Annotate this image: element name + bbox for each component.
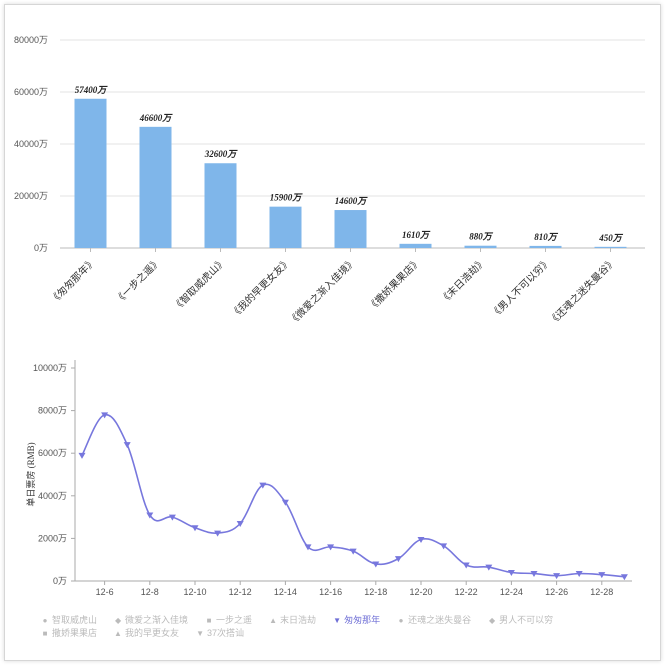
bar-chart: 0万 20000万 40000万 60000万 80000万 57400万《匆匆那年》 46… [14,35,645,328]
legend-marker-icon: ■ [206,616,212,625]
legend-item[interactable]: ■ 撒娇果果店 [38,627,97,640]
legend-label: 我的早更女友 [125,628,180,638]
legend-marker-icon: ◆ [489,616,496,625]
bar-category-label: 《智取威虎山》 [170,255,229,314]
bar-y-tick-label: 60000万 [14,87,48,97]
legend-label: 微爱之渐入佳境 [125,615,189,625]
bar-category-label: 《男人不可以穷》 [488,255,554,321]
bar [139,126,172,248]
legend-marker-icon: ▼ [196,629,204,638]
bar [399,243,432,248]
line-chart-legend: ● 智取威虎山 ◆ 微爱之渐入佳境 ■ 一步之遥 ▲ 末日浩劫 ▼ 匆匆那年 ● 还魂之迷失曼谷 ◆ 男人… [38,614,638,640]
legend-item[interactable]: ■ 一步之遥 [202,614,252,627]
legend-item[interactable]: ● 还魂之迷失曼谷 [394,614,471,627]
legend-label: 末日浩劫 [280,615,317,625]
legend-marker-icon: ■ [42,629,48,638]
bar [594,246,627,248]
legend-marker-icon: ◆ [114,616,122,625]
bar-value-label: 46600万 [139,113,174,123]
bar-value-label: 32600万 [204,149,239,159]
bar [529,245,562,248]
bar-value-label: 15900万 [270,193,304,203]
bar-value-label: 1610万 [402,230,431,240]
bar-y-tick-label: 40000万 [14,139,48,149]
legend-item[interactable]: ▲ 我的早更女友 [111,627,179,640]
bar [204,163,237,248]
bar-value-label: 14600万 [335,196,369,206]
bar [464,245,497,248]
bar-category-label: 《撒娇果果店》 [365,255,424,314]
legend-item[interactable]: ● 智取威虎山 [38,614,97,627]
legend-label: 一步之遥 [216,615,253,625]
legend-label: 匆匆那年 [344,615,381,625]
bar-category-label: 《匆匆那年》 [47,255,99,307]
bar-value-label: 57400万 [75,85,109,95]
bar-category-label: 《末日浩劫》 [437,255,489,307]
bar-value-label: 880万 [469,232,494,242]
bar [269,206,302,248]
legend-label: 还魂之迷失曼谷 [408,615,472,625]
bar-y-tick-label: 80000万 [14,35,48,45]
legend-label: 男人不可以穷 [499,615,554,625]
bar-category-label: 《还魂之迷失曼谷》 [546,255,619,328]
legend-item[interactable]: ◆ 微爱之渐入佳境 [111,614,188,627]
legend-marker-icon: ● [398,616,404,625]
legend-label: 智取威虎山 [52,615,98,625]
bar-value-label: 810万 [534,232,559,242]
bar-category-label: 《我的早更女友》 [228,255,294,321]
legend-label: 撒娇果果店 [52,628,98,638]
legend-item[interactable]: ▼ 37次搭讪 [193,627,244,640]
bar [74,98,107,248]
bar [334,210,367,248]
legend-marker-icon: ● [42,616,48,625]
legend-item[interactable]: ◆ 男人不可以穷 [485,614,553,627]
legend-label: 37次搭讪 [207,628,245,638]
bar-category-label: 《微爱之渐入佳境》 [286,255,359,328]
bar-y-tick-label: 20000万 [14,191,48,201]
legend-item[interactable]: ▼ 匆匆那年 [330,614,380,627]
legend-item[interactable]: ▲ 末日浩劫 [266,614,316,627]
bar-y-tick-label: 0万 [34,243,48,253]
legend-marker-icon: ▲ [269,616,277,625]
bar-value-label: 450万 [598,233,624,243]
legend-marker-icon: ▼ [333,616,342,625]
bar-category-label: 《一步之遥》 [112,255,164,307]
legend-marker-icon: ▲ [114,629,122,638]
